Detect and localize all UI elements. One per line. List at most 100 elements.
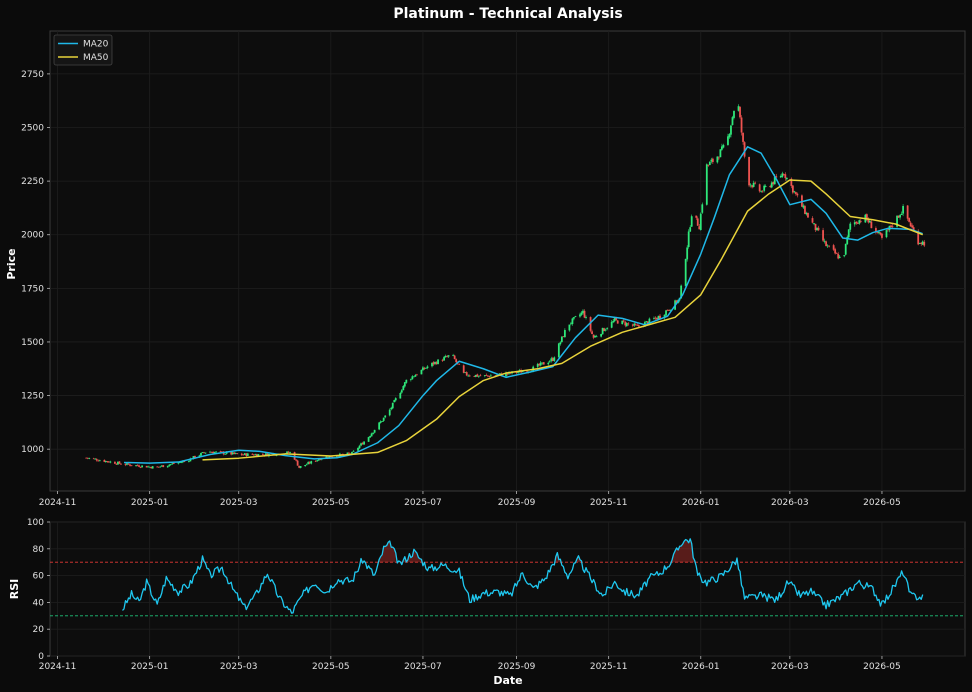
candle-body: [434, 361, 436, 364]
candle-body: [865, 214, 868, 220]
candle-body: [582, 310, 584, 314]
candle-body: [304, 465, 307, 467]
candle-body: [612, 320, 615, 323]
candle-body: [426, 366, 429, 368]
candle-body: [393, 400, 396, 403]
candle-body: [236, 453, 239, 455]
candle-body: [431, 362, 433, 367]
price-x-tick-label: 2026-01: [682, 498, 720, 508]
candle-body: [467, 375, 470, 377]
candle-body: [115, 463, 118, 465]
rsi-x-tick-label: 2024-11: [39, 662, 77, 672]
candle-body: [230, 451, 233, 455]
candle-body: [231, 452, 234, 455]
candle-body: [785, 177, 788, 180]
candle-body: [156, 466, 159, 468]
candle-body: [668, 310, 670, 311]
rsi-x-tick-label: 2025-11: [590, 662, 628, 672]
candle-body: [868, 220, 871, 223]
candle-body: [568, 324, 571, 331]
candle-body: [680, 285, 683, 299]
candle-body: [748, 156, 750, 186]
candle-body: [384, 415, 387, 418]
candle-body: [690, 216, 693, 227]
candle-body: [749, 184, 752, 186]
candle-body: [240, 453, 243, 455]
rsi-y-ticks: 0 20 40 60 80 100: [27, 518, 50, 662]
rsi-y-tick-label: 0: [38, 652, 44, 662]
candle-body: [669, 309, 672, 311]
candle-body: [97, 460, 100, 462]
candle-body: [622, 320, 625, 322]
candle-body: [219, 451, 222, 452]
candle-body: [130, 465, 133, 467]
candle-body: [917, 230, 920, 245]
candle-body: [114, 461, 116, 464]
candle-body: [601, 327, 604, 335]
moving-average-lines: [123, 146, 923, 464]
candle-body: [719, 149, 722, 158]
candle-body: [479, 375, 482, 377]
candle-body: [458, 363, 461, 365]
candle-body: [760, 191, 763, 193]
candle-body: [559, 342, 562, 345]
candle-body: [802, 205, 805, 208]
candle-body: [409, 379, 412, 381]
candle-body: [909, 222, 912, 227]
candle-body: [733, 110, 735, 118]
price-y-tick-label: 2250: [21, 177, 44, 187]
candle-body: [696, 218, 699, 226]
candle-body: [162, 465, 165, 468]
candle-body: [346, 452, 349, 455]
candle-body: [603, 328, 606, 332]
candle-body: [675, 300, 678, 304]
candle-body: [120, 463, 122, 465]
candle-body: [499, 373, 501, 375]
rsi-line: [122, 538, 924, 614]
candle-body: [251, 453, 254, 455]
rsi-reference-lines: [50, 561, 965, 617]
candle-body: [763, 185, 766, 191]
candle-body: [316, 460, 319, 462]
rsi-x-tick-label: 2026-03: [771, 662, 809, 672]
candle-body: [135, 465, 137, 466]
candle-body: [773, 176, 776, 185]
candle-body: [553, 357, 556, 361]
candle-body: [243, 453, 246, 455]
candle-body: [656, 317, 658, 320]
candle-body: [918, 243, 921, 244]
candle-body: [885, 230, 888, 238]
candle-body: [400, 390, 403, 393]
candle-body: [665, 310, 667, 316]
candle-body: [610, 321, 613, 328]
rsi-x-tick-label: 2025-01: [131, 662, 169, 672]
candle-body: [571, 318, 574, 324]
candle-body: [314, 460, 317, 462]
candle-body: [265, 453, 267, 456]
candle-body: [631, 324, 634, 326]
candle-body: [708, 161, 711, 166]
candle-body: [180, 462, 183, 463]
candle-body: [370, 433, 373, 437]
candle-body: [85, 457, 88, 459]
candle-body: [151, 466, 154, 469]
candle-body: [307, 462, 310, 465]
candle-body: [594, 335, 596, 338]
candle-body: [560, 336, 563, 342]
rsi-panel: 0 20 40 60 80 100 2024-11 2025-01 2025-03 2025-0…: [8, 518, 966, 687]
candle-body: [423, 367, 426, 369]
price-y-tick-label: 1500: [21, 338, 44, 348]
candle-body: [740, 117, 743, 133]
candle-body: [242, 454, 245, 456]
candle-body: [764, 185, 767, 187]
candle-body: [476, 374, 479, 377]
candle-body: [402, 386, 405, 391]
candle-body: [118, 461, 121, 464]
ma-line-ma50: [202, 179, 923, 461]
rsi-y-tick-label: 60: [33, 572, 45, 582]
legend-label-ma20: MA20: [83, 40, 109, 50]
candle-body: [425, 367, 427, 369]
candle-body: [730, 125, 732, 135]
candle-body: [782, 174, 785, 176]
